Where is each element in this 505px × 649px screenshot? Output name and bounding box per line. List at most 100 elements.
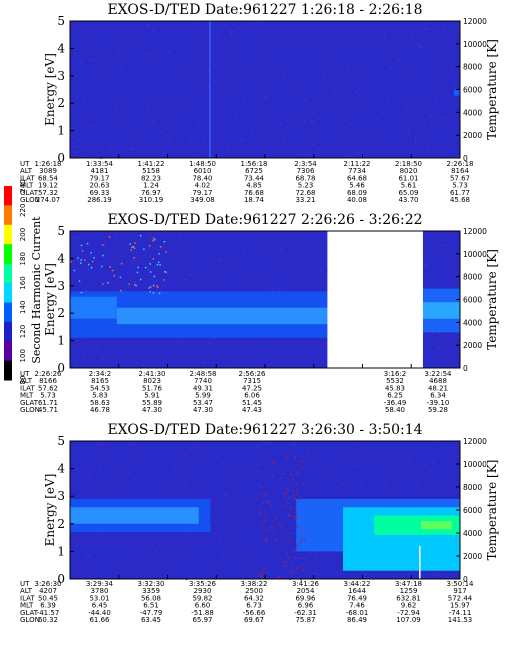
noise-pixel xyxy=(279,123,282,126)
noise-pixel xyxy=(225,534,228,537)
noise-pixel xyxy=(211,116,214,119)
hot-pixel xyxy=(77,257,79,259)
ephemeris-value: 58.63 xyxy=(90,399,110,407)
ephemeris-value: 107.09 xyxy=(396,616,421,624)
noise-pixel xyxy=(164,558,167,560)
noise-pixel xyxy=(72,261,75,263)
noise-pixel xyxy=(213,532,215,534)
noise-pixel xyxy=(250,483,253,486)
noise-pixel xyxy=(205,274,208,276)
ephemeris-value: 2:26:18 xyxy=(447,160,474,168)
ephemeris-value: -47.79 xyxy=(140,609,163,617)
noise-pixel xyxy=(204,286,206,288)
noise-pixel xyxy=(164,460,167,462)
noise-pixel xyxy=(101,358,104,360)
hot-pixel xyxy=(109,266,111,268)
noise-pixel xyxy=(302,482,305,484)
temperature-tick-label: 10000 xyxy=(463,460,487,469)
noise-pixel xyxy=(72,236,74,239)
colorbar-segment xyxy=(4,205,12,226)
data-gap xyxy=(327,230,423,369)
noise-pixel xyxy=(283,493,286,495)
spectrogram-panel-2: EXOS-D/TED Date:961227 2:26:26 - 3:26:22… xyxy=(20,212,499,414)
noise-pixel xyxy=(301,537,303,539)
noise-pixel xyxy=(358,443,361,446)
noise-pixel xyxy=(119,263,122,265)
noise-pixel xyxy=(85,155,87,158)
ephemeris-value: 79.17 xyxy=(192,189,212,197)
noise-pixel xyxy=(96,444,98,446)
noise-pixel xyxy=(261,521,264,523)
noise-pixel xyxy=(125,495,127,497)
noise-pixel xyxy=(295,507,297,510)
noise-pixel xyxy=(74,75,77,77)
noise-pixel xyxy=(150,238,152,241)
noise-pixel xyxy=(107,570,110,573)
noise-pixel xyxy=(346,129,348,131)
energy-tick-label: 0 xyxy=(57,361,65,375)
colorbar: 240 220 200 180 160 140 120 100 80 Second Harmoni… xyxy=(4,179,43,384)
noise-pixel xyxy=(365,488,367,491)
temperature-tick-label: 6000 xyxy=(463,86,482,95)
noise-pixel xyxy=(423,28,425,30)
noise-pixel xyxy=(268,527,270,529)
noise-pixel xyxy=(240,87,243,90)
noise-pixel xyxy=(389,475,392,477)
noise-pixel xyxy=(259,494,261,496)
colorbar-tick-label: 160 xyxy=(19,276,27,289)
noise-pixel xyxy=(78,568,81,571)
noise-pixel xyxy=(208,68,210,70)
noise-pixel xyxy=(90,60,92,62)
noise-pixel xyxy=(136,263,139,266)
noise-pixel xyxy=(430,115,432,117)
noise-pixel xyxy=(417,478,419,481)
panel-title: EXOS-D/TED Date:961227 2:26:26 - 3:26:22 xyxy=(107,212,422,228)
ephemeris-value: 3:38:22 xyxy=(241,580,268,588)
energy-tick-label: 5 xyxy=(57,434,65,448)
ephemeris-value: 5.73 xyxy=(452,182,468,190)
noise-pixel xyxy=(129,443,131,446)
noise-pixel xyxy=(386,114,389,117)
noise-pixel xyxy=(393,26,395,29)
ephemeris-value: 64.68 xyxy=(347,174,367,182)
noise-pixel xyxy=(453,342,455,344)
noise-pixel xyxy=(122,48,124,51)
hot-pixel xyxy=(108,236,111,238)
noise-pixel xyxy=(301,39,303,42)
temperature-tick-label: 4000 xyxy=(463,318,482,327)
ephemeris-value: 65.97 xyxy=(192,616,212,624)
noise-pixel xyxy=(344,126,346,129)
noise-pixel xyxy=(278,521,281,524)
ephemeris-value: 6.96 xyxy=(298,602,314,610)
noise-pixel xyxy=(234,512,236,514)
noise-pixel xyxy=(192,21,195,24)
noise-pixel xyxy=(427,145,429,148)
density-core xyxy=(116,307,328,325)
hot-pixel xyxy=(130,249,132,251)
noise-pixel xyxy=(261,532,263,534)
panel-title: EXOS-D/TED Date:961227 1:26:18 - 2:26:18 xyxy=(107,2,422,18)
noise-pixel xyxy=(166,120,169,123)
energy-tick-label: 0 xyxy=(57,151,65,165)
noise-pixel xyxy=(258,463,260,465)
noise-pixel xyxy=(286,553,288,555)
noise-pixel xyxy=(244,43,246,46)
noise-pixel xyxy=(450,70,452,72)
temperature-tick-label: 8000 xyxy=(463,273,482,282)
ephemeris-value: 45.71 xyxy=(38,406,58,414)
hot-pixel xyxy=(163,279,165,281)
noise-pixel xyxy=(99,126,101,129)
density-core xyxy=(70,507,199,524)
ephemeris-value: 58.40 xyxy=(385,406,405,414)
temperature-tick-label: 2000 xyxy=(463,131,482,140)
noise-pixel xyxy=(92,540,94,543)
noise-pixel xyxy=(112,32,114,35)
noise-pixel xyxy=(228,96,231,98)
ephemeris-value: 286.19 xyxy=(87,196,112,204)
noise-pixel xyxy=(281,133,283,135)
noise-pixel xyxy=(322,76,325,78)
noise-pixel xyxy=(438,347,441,349)
noise-pixel xyxy=(231,33,233,35)
noise-pixel xyxy=(294,517,296,520)
